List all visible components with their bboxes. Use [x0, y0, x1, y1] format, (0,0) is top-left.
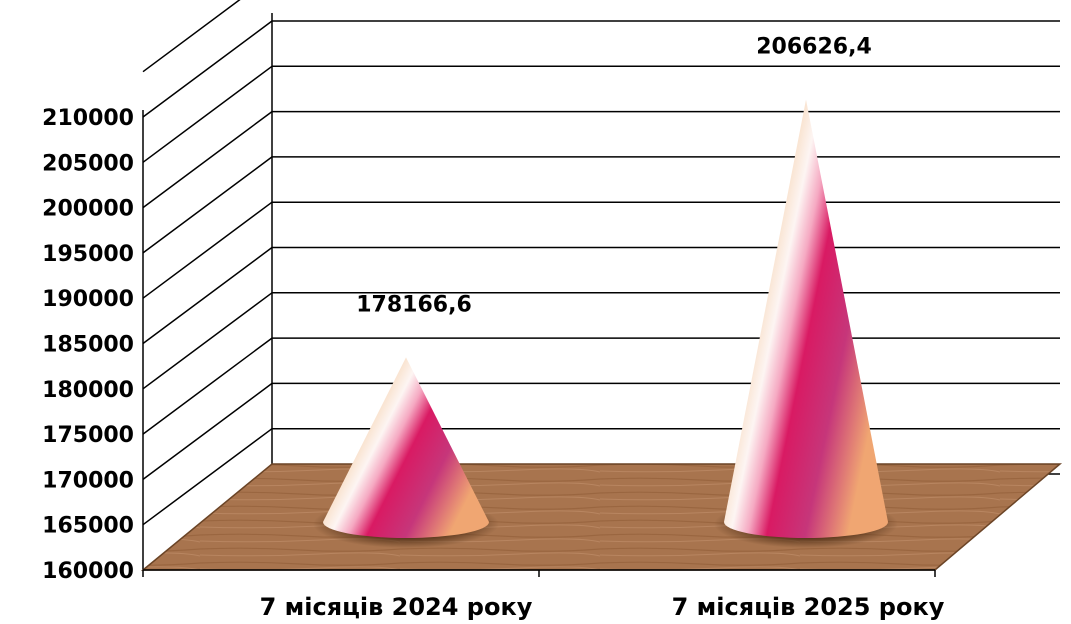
floor-surface — [140, 463, 1063, 571]
y-tick-label: 180000 — [42, 378, 134, 403]
data-label: 206626,4 — [756, 35, 872, 60]
cone-bar — [323, 357, 489, 538]
y-tick-label: 205000 — [42, 151, 134, 176]
gridline-side — [142, 156, 273, 254]
y-axis-ticks: 160000 165000 170000 175000 180000 185000 1900… — [42, 106, 134, 584]
category-label: 7 місяців 2025 року — [672, 593, 945, 621]
y-tick-label: 195000 — [42, 242, 134, 267]
y-tick-label: 200000 — [42, 197, 134, 222]
y-tick-label: 170000 — [42, 468, 134, 493]
y-tick-label: 175000 — [42, 423, 134, 448]
y-tick-label: 210000 — [42, 106, 134, 131]
gridline-side — [142, 110, 273, 209]
category-label: 7 місяців 2024 року — [260, 593, 533, 621]
y-tick-label: 160000 — [42, 559, 134, 584]
gridline-side — [142, 0, 241, 73]
cone-series — [313, 99, 898, 548]
gridline-side — [142, 246, 273, 345]
data-labels: 178166,6 206626,4 — [356, 35, 872, 318]
x-axis — [142, 569, 936, 577]
y-tick-label: 185000 — [42, 333, 134, 358]
gridline-side — [142, 382, 273, 481]
gridline-side — [142, 65, 273, 163]
cone-bar — [724, 99, 888, 538]
category-labels: 7 місяців 2024 року 7 місяців 2025 року — [260, 593, 945, 621]
gridline-side — [142, 337, 273, 435]
data-label: 178166,6 — [356, 292, 472, 317]
gridline-side — [142, 201, 273, 299]
gridline-side — [142, 292, 273, 390]
back-walls — [142, 13, 273, 570]
gridline-side — [142, 428, 273, 526]
y-tick-label: 190000 — [42, 287, 134, 312]
y-tick-label: 165000 — [42, 514, 134, 539]
floor — [140, 463, 1063, 571]
gridline-side — [142, 20, 273, 118]
